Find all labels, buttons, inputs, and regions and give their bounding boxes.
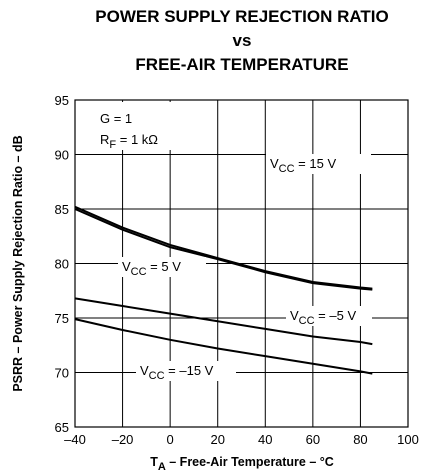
y-tick-label: 70 [55, 366, 69, 381]
x-tick-label: 20 [210, 432, 224, 447]
y-tick-label: 90 [55, 148, 69, 163]
chart-title: vs [233, 31, 252, 50]
label-bg [286, 306, 372, 326]
y-tick-label: 85 [55, 202, 69, 217]
x-tick-label: 100 [397, 432, 419, 447]
x-tick-label: –40 [64, 432, 86, 447]
x-tick-label: 0 [167, 432, 174, 447]
y-tick-label: 75 [55, 311, 69, 326]
x-tick-label: 40 [258, 432, 272, 447]
x-tick-label: 80 [353, 432, 367, 447]
plot-frame [74, 99, 409, 428]
x-tick-label: –20 [112, 432, 134, 447]
y-tick-label: 65 [55, 420, 69, 435]
x-axis-label: TA – Free-Air Temperature – °C [150, 455, 334, 473]
chart-title: FREE-AIR TEMPERATURE [135, 55, 348, 74]
y-tick-label: 95 [55, 93, 69, 108]
line [74, 205, 373, 290]
chart-title: POWER SUPPLY REJECTION RATIO [95, 7, 388, 26]
annot-bg [77, 102, 172, 150]
annotation: G = 1 [100, 111, 132, 126]
label-bg [266, 154, 371, 174]
label-bg [136, 361, 236, 381]
line [74, 297, 373, 346]
y-tick-label: 80 [55, 257, 69, 272]
line [74, 208, 373, 291]
x-tick-label: 60 [306, 432, 320, 447]
y-axis-label: PSRR – Power Supply Rejection Ratio – dB [11, 135, 25, 391]
line [74, 318, 373, 375]
label-bg [118, 257, 206, 277]
